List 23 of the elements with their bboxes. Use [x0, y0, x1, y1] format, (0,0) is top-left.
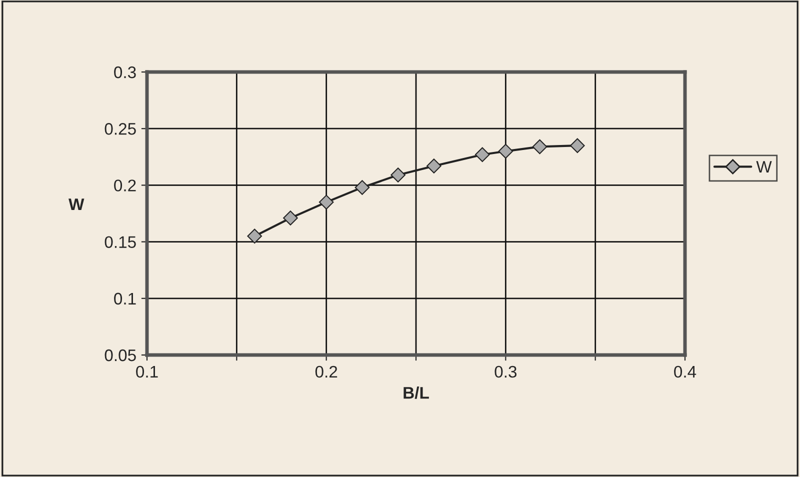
x-tick-label: 0.4 [674, 366, 696, 378]
y-tick-label: 0.3 [114, 66, 136, 78]
y-tick-label: 0.25 [104, 123, 136, 135]
point [318, 194, 334, 210]
point [498, 144, 514, 159]
y-tick-label: 0.2 [114, 180, 136, 192]
point [283, 210, 298, 226]
y-tick-label: 0.1 [114, 292, 136, 305]
point [354, 180, 370, 195]
x-tick-label: 0.3 [494, 366, 517, 378]
point [426, 158, 442, 174]
y-axis-title: W [68, 198, 84, 210]
point [474, 147, 490, 162]
y-tick-label: 0.05 [104, 349, 136, 362]
legend-label: W [756, 161, 772, 173]
y-tick-label: 0.15 [104, 236, 136, 248]
point [570, 138, 585, 153]
x-tick-label: 0.2 [315, 366, 338, 378]
point [390, 168, 406, 182]
point [247, 228, 262, 244]
point [532, 139, 548, 154]
x-tick-label: 0.1 [136, 366, 158, 378]
x-axis-title: B/L [404, 386, 429, 399]
